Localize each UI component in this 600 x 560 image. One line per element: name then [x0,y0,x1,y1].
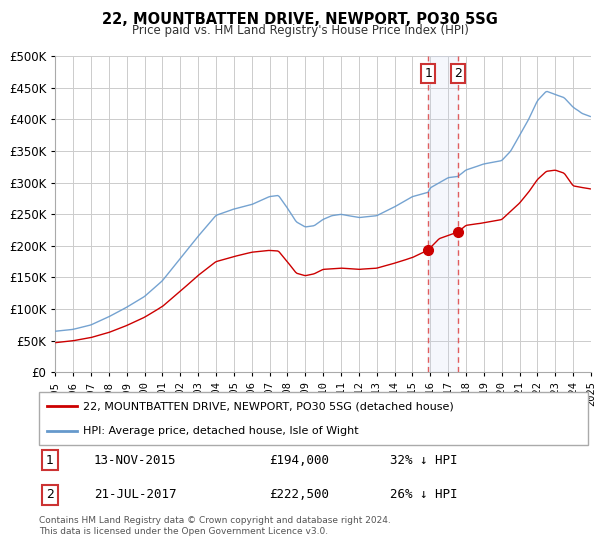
Text: 1: 1 [46,454,54,466]
Text: Contains HM Land Registry data © Crown copyright and database right 2024.
This d: Contains HM Land Registry data © Crown c… [39,516,391,536]
Text: 26% ↓ HPI: 26% ↓ HPI [391,488,458,501]
Text: Price paid vs. HM Land Registry's House Price Index (HPI): Price paid vs. HM Land Registry's House … [131,24,469,37]
Text: 32% ↓ HPI: 32% ↓ HPI [391,454,458,466]
Text: 22, MOUNTBATTEN DRIVE, NEWPORT, PO30 5SG (detached house): 22, MOUNTBATTEN DRIVE, NEWPORT, PO30 5SG… [83,402,454,412]
Text: 2: 2 [454,67,462,80]
Text: 13-NOV-2015: 13-NOV-2015 [94,454,176,466]
Text: HPI: Average price, detached house, Isle of Wight: HPI: Average price, detached house, Isle… [83,426,359,436]
Text: 21-JUL-2017: 21-JUL-2017 [94,488,176,501]
FancyBboxPatch shape [39,392,588,445]
Bar [428,56,458,372]
Text: £194,000: £194,000 [269,454,329,466]
Text: 1: 1 [424,67,432,80]
Text: 2: 2 [46,488,54,501]
Text: 22, MOUNTBATTEN DRIVE, NEWPORT, PO30 5SG: 22, MOUNTBATTEN DRIVE, NEWPORT, PO30 5SG [102,12,498,27]
Text: £222,500: £222,500 [269,488,329,501]
